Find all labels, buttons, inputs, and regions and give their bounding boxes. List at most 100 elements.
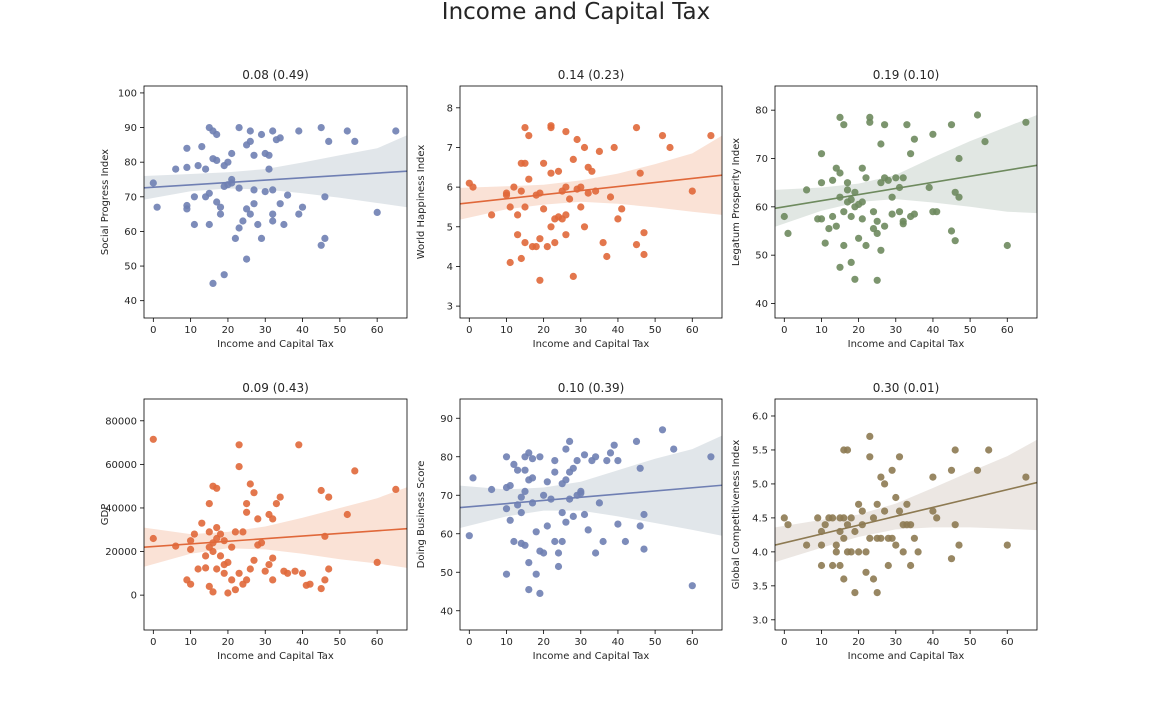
data-point xyxy=(525,559,533,567)
x-axis-label: Income and Capital Tax xyxy=(848,339,965,350)
data-point xyxy=(525,586,533,594)
data-point xyxy=(528,474,537,482)
x-tick-label: 0 xyxy=(781,325,787,336)
data-point xyxy=(955,541,963,549)
x-tick-label: 30 xyxy=(259,637,272,648)
data-point xyxy=(1003,541,1011,549)
data-point xyxy=(194,565,202,573)
data-point xyxy=(276,134,284,142)
data-point xyxy=(821,521,829,529)
data-point xyxy=(869,575,878,583)
y-tick-label: 40 xyxy=(440,606,453,617)
y-tick-label: 100 xyxy=(118,88,137,99)
y-tick-label: 6 xyxy=(447,183,453,194)
x-tick-label: 40 xyxy=(612,325,625,336)
data-point xyxy=(840,121,848,129)
y-axis-label: Legatum Prosperity Index xyxy=(731,138,742,266)
data-point xyxy=(1022,118,1030,126)
data-point xyxy=(517,493,525,501)
data-point xyxy=(551,537,559,546)
data-point xyxy=(592,453,600,461)
data-point xyxy=(588,167,596,175)
data-point xyxy=(153,203,161,211)
x-tick-label: 10 xyxy=(500,637,513,648)
axes-frame xyxy=(774,85,1038,319)
data-point xyxy=(632,241,641,249)
data-point xyxy=(213,524,221,532)
data-point xyxy=(295,210,303,218)
y-tick-label: 7 xyxy=(447,143,453,154)
data-point xyxy=(239,528,247,536)
data-point xyxy=(547,124,555,132)
data-point xyxy=(246,127,254,135)
data-point xyxy=(855,548,863,556)
data-point xyxy=(869,514,878,522)
data-point xyxy=(843,446,852,454)
data-point xyxy=(209,547,217,556)
data-point xyxy=(521,466,529,474)
data-point xyxy=(562,231,570,239)
data-point xyxy=(187,545,195,554)
subplot-title: 0.19 (0.10) xyxy=(873,68,940,82)
data-point xyxy=(817,179,826,187)
data-point xyxy=(536,276,544,284)
data-point xyxy=(881,222,889,230)
data-point xyxy=(851,275,859,283)
data-point xyxy=(780,212,788,221)
data-point xyxy=(599,537,607,546)
data-point xyxy=(840,514,848,522)
data-point xyxy=(632,437,641,445)
data-point xyxy=(840,208,848,216)
data-point xyxy=(877,140,885,148)
data-point xyxy=(866,453,874,461)
data-point xyxy=(306,580,314,588)
data-point xyxy=(183,163,191,171)
subplot-4: 0 10 20 30 40 50 60 0 20000 40000 60000 80000 0.09 (… xyxy=(100,381,408,662)
data-point xyxy=(243,205,251,213)
data-point xyxy=(231,528,239,536)
data-point xyxy=(540,491,548,499)
data-point xyxy=(873,229,881,237)
data-point xyxy=(216,203,225,211)
data-point xyxy=(269,186,277,194)
data-point xyxy=(239,217,247,225)
data-point xyxy=(985,446,993,454)
data-point xyxy=(892,541,900,549)
data-point xyxy=(569,464,577,472)
data-point xyxy=(517,254,525,263)
data-point xyxy=(216,530,225,538)
data-point xyxy=(220,271,228,279)
data-point xyxy=(929,130,937,138)
data-point xyxy=(510,537,518,546)
data-point xyxy=(580,510,589,519)
data-point xyxy=(198,519,206,527)
data-point xyxy=(235,224,243,232)
data-point xyxy=(895,507,904,515)
data-point xyxy=(873,276,881,284)
data-point xyxy=(276,493,284,501)
x-tick-label: 10 xyxy=(815,637,828,648)
data-point xyxy=(832,541,840,549)
data-point xyxy=(265,165,273,173)
data-point xyxy=(877,246,885,254)
subplot-title: 0.08 (0.49) xyxy=(242,68,309,82)
data-point xyxy=(558,508,566,517)
data-point xyxy=(235,124,243,132)
y-tick-label: 4.0 xyxy=(752,547,768,558)
y-axis-label: Doing Business Score xyxy=(416,461,427,569)
data-point xyxy=(866,432,874,440)
figure-title: Income and Capital Tax xyxy=(442,0,710,25)
data-point xyxy=(202,552,210,560)
data-point xyxy=(551,457,559,465)
data-point xyxy=(257,539,266,547)
data-point xyxy=(243,508,251,516)
data-point xyxy=(220,569,228,577)
data-point xyxy=(973,466,982,474)
data-point xyxy=(862,568,870,576)
y-tick-label: 5 xyxy=(447,222,453,233)
data-point xyxy=(532,243,540,251)
data-point xyxy=(947,227,956,235)
y-tick-label: 40000 xyxy=(105,503,137,514)
y-tick-label: 60000 xyxy=(105,460,137,471)
data-point xyxy=(521,541,529,549)
